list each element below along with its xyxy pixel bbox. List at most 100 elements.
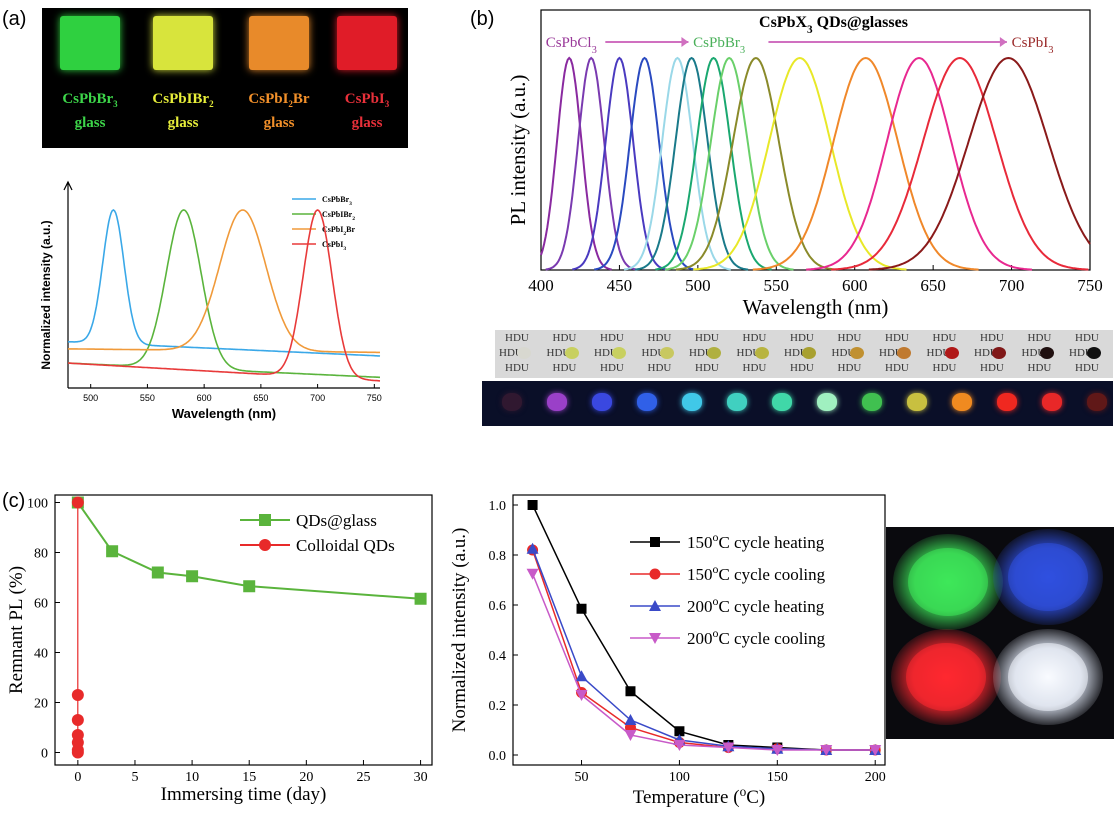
legend-marker-3 xyxy=(649,600,661,611)
data-point-4-5 xyxy=(722,742,735,754)
data-point-4-1 xyxy=(526,568,539,580)
x-tick-label-500: 500 xyxy=(685,276,711,295)
hdu-text: HDU xyxy=(790,362,814,374)
sample-powder-uv-9 xyxy=(862,393,882,411)
data-point-4-7 xyxy=(820,745,833,756)
sample-powder-day-4 xyxy=(659,347,674,359)
plot-frame xyxy=(512,494,886,766)
glass-block-4 xyxy=(337,16,397,70)
hdu-text: HDU xyxy=(499,347,523,359)
hdu-text: HDU xyxy=(505,362,529,374)
data-point-4-2 xyxy=(575,690,588,701)
data-point-1-4 xyxy=(186,570,199,583)
hdu-text: HDU xyxy=(600,362,624,374)
legend-marker-1 xyxy=(259,514,271,526)
hdu-text: HDU xyxy=(879,347,903,359)
x-tick-label-5: 5 xyxy=(131,770,138,785)
x-axis-label: Temperature (oC) xyxy=(633,784,765,809)
hdu-text: HDU xyxy=(1069,347,1093,359)
x-tick-label-650: 650 xyxy=(253,393,268,403)
hdu-text: HDU xyxy=(742,332,767,344)
y-tick-label-0: 0.0 xyxy=(489,749,507,764)
sample-photo-daylight: HDU HDU HDU HDU HDU HDU HDU HDU HDU HDU HDU HDU HDU H… xyxy=(495,330,1113,378)
data-point-4-4 xyxy=(673,740,686,751)
sample-powder-uv-14 xyxy=(1087,393,1107,411)
pl-curve-4 xyxy=(594,56,695,271)
hdu-text: HDU xyxy=(784,347,808,359)
x-tick-label-450: 450 xyxy=(607,276,633,295)
x-tick-label-0: 0 xyxy=(74,770,81,785)
hdu-text: HDU xyxy=(974,347,998,359)
y-tick-label-3: 0.6 xyxy=(489,599,507,614)
y-axis-arrow xyxy=(63,180,73,191)
sample-powder-day-5 xyxy=(707,347,721,359)
x-tick-label-500: 500 xyxy=(83,393,98,403)
x-tick-label-50: 50 xyxy=(575,770,589,785)
hdu-text: HDU xyxy=(641,347,666,359)
legend-marker-1 xyxy=(650,537,660,547)
series-line-4 xyxy=(68,209,381,382)
data-point-4-8 xyxy=(869,745,882,756)
hdu-text: HDU xyxy=(546,347,571,359)
series-line-1 xyxy=(76,501,421,600)
hdu-text: HDU xyxy=(647,332,672,344)
sample-powder-day-9 xyxy=(897,347,911,359)
sample-powder-uv-3 xyxy=(592,393,612,411)
y-tick-label-1: 0.2 xyxy=(489,699,507,714)
pl-curve-3 xyxy=(572,56,667,271)
y-tick-label-5: 1.0 xyxy=(489,499,507,514)
hdu-text: HDU xyxy=(742,362,767,374)
hdu-text: HDU xyxy=(600,332,624,344)
hdu-text: HDU xyxy=(647,362,672,374)
sample-powder-uv-2 xyxy=(547,393,567,411)
x-tick-label-700: 700 xyxy=(999,276,1025,295)
y-axis-label: Normalized intensity (a.u.) xyxy=(39,220,53,369)
x-axis-label: Wavelength (nm) xyxy=(743,295,889,319)
sample-powder-uv-5 xyxy=(682,393,702,411)
data-point-1-2 xyxy=(576,603,587,614)
legend-marker-2 xyxy=(259,539,271,551)
hdu-text: HDU xyxy=(695,332,719,344)
hdu-text: HDU xyxy=(932,362,957,374)
x-tick-label-30: 30 xyxy=(414,770,428,785)
data-point-1-1 xyxy=(527,500,538,510)
hdu-text: HDU xyxy=(1027,332,1052,344)
data-point-1-3 xyxy=(151,566,164,579)
data-point-4-3 xyxy=(624,730,637,741)
hdu-text: HDU xyxy=(980,332,1004,344)
sample-powder-day-10 xyxy=(944,347,959,359)
x-tick-label-150: 150 xyxy=(767,770,788,785)
hdu-text: HDU xyxy=(837,332,862,344)
data-point-3-1 xyxy=(526,542,539,554)
y-tick-label-0: 0 xyxy=(41,747,48,762)
hdu-text: HDU xyxy=(552,332,577,344)
data-point-2-7 xyxy=(71,746,84,759)
pl-curve-10 xyxy=(693,56,907,271)
hdu-text: HDU xyxy=(1027,362,1052,374)
hdu-text: HDU xyxy=(790,332,814,344)
annotation-cspbi3: CsPbI3 xyxy=(1012,35,1054,56)
y-tick-label-100: 100 xyxy=(27,497,48,512)
glass-label-3: CsPbI2Br glass xyxy=(248,91,310,131)
legend-marker-4 xyxy=(649,633,661,644)
hdu-text: HDU xyxy=(736,347,761,359)
sample-powder-uv-10 xyxy=(907,393,927,411)
hdu-text: HDU xyxy=(552,362,577,374)
sample-powder-day-6 xyxy=(754,347,769,359)
y-tick-label-4: 0.8 xyxy=(489,549,507,564)
sample-powder-day-11 xyxy=(992,347,1006,359)
series-line-4 xyxy=(531,573,876,751)
sample-powder-uv-11 xyxy=(952,393,972,411)
data-point-4-6 xyxy=(771,745,784,756)
hdu-text: HDU xyxy=(837,362,862,374)
sample-powder-uv-8 xyxy=(817,393,837,411)
x-tick-label-600: 600 xyxy=(197,393,212,403)
blue-led-core xyxy=(1008,543,1088,611)
pl-curve-1 xyxy=(540,56,612,271)
hdu-text: HDU xyxy=(1075,362,1099,374)
led-photo xyxy=(886,527,1114,739)
y-axis-label: Remnant PL (%) xyxy=(6,566,27,694)
y-axis-label: PL intensity (a.u.) xyxy=(506,75,530,226)
y-axis-label: Normalized intensity (a.u.) xyxy=(449,528,470,733)
x-tick-label-200: 200 xyxy=(865,770,886,785)
